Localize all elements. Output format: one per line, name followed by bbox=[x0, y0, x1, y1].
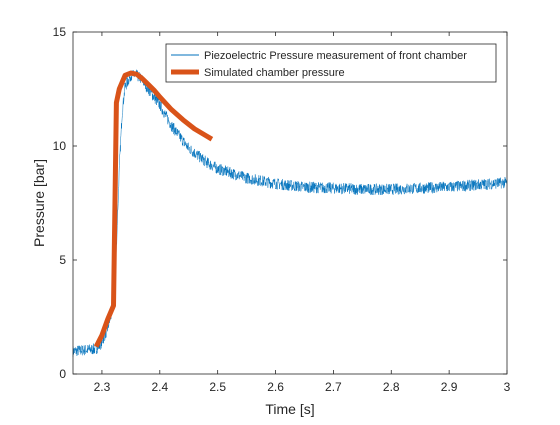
x-tick-label: 2.8 bbox=[383, 380, 400, 394]
legend-label-measured: Piezoelectric Pressure measurement of fr… bbox=[204, 50, 467, 62]
y-axis-label: Pressure [bar] bbox=[31, 159, 47, 247]
legend-box bbox=[165, 43, 497, 83]
x-tick-label: 2.7 bbox=[325, 380, 342, 394]
series-layer bbox=[72, 69, 508, 357]
y-tick-label: 0 bbox=[59, 367, 66, 381]
y-tick-label: 15 bbox=[53, 25, 67, 39]
x-axis-label: Time [s] bbox=[265, 401, 314, 417]
tick-layer: 2.3 2.4 2.5 2.6 2.7 2.8 2.9 3 0 5 10 15 bbox=[53, 25, 511, 394]
axes-box bbox=[72, 31, 508, 375]
x-tick-label: 2.5 bbox=[209, 380, 226, 394]
x-tick-label: 2.4 bbox=[151, 380, 168, 394]
x-tick-label: 2.6 bbox=[267, 380, 284, 394]
x-tick-label: 3 bbox=[504, 380, 511, 394]
legend-label-simulated: Simulated chamber pressure bbox=[204, 67, 345, 79]
y-tick-label: 5 bbox=[59, 253, 66, 267]
series-line-simulated bbox=[93, 70, 214, 348]
plot-area bbox=[73, 32, 507, 374]
x-tick-label: 2.9 bbox=[441, 380, 458, 394]
legend: Piezoelectric Pressure measurement of fr… bbox=[165, 43, 497, 83]
x-tick-label: 2.3 bbox=[94, 380, 111, 394]
y-tick-label: 10 bbox=[53, 139, 67, 153]
